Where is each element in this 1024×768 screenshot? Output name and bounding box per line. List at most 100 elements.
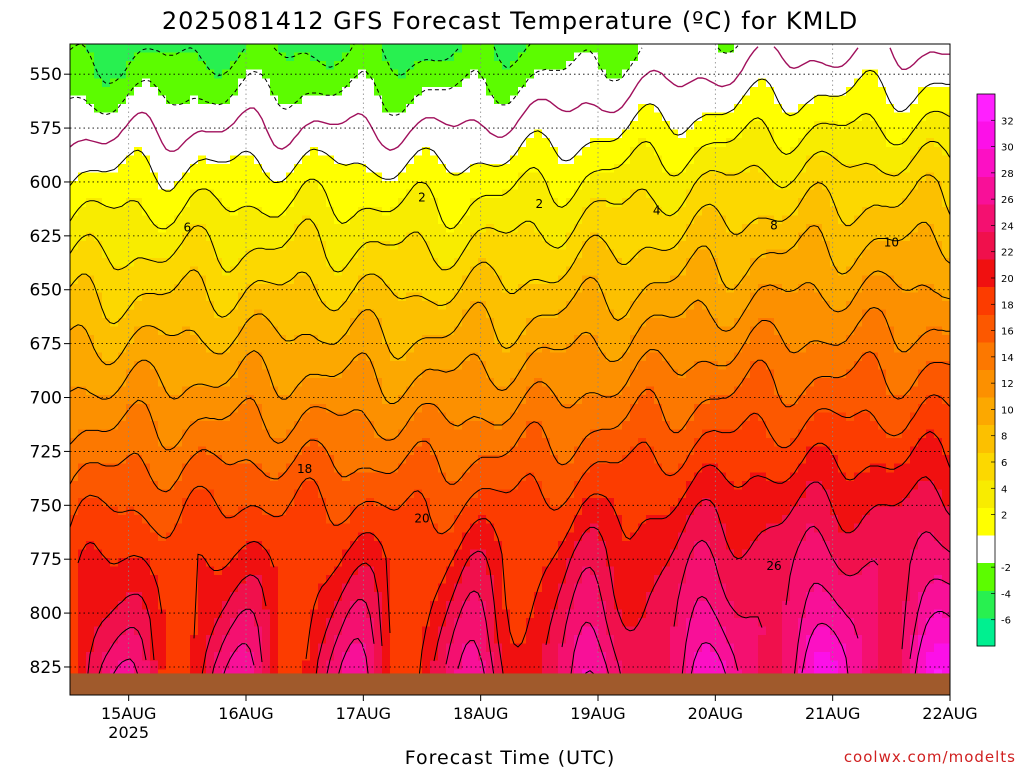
- heat-cell: [110, 206, 119, 216]
- heat-cell: [150, 472, 159, 482]
- heat-cell: [142, 583, 151, 593]
- heat-cell: [430, 429, 439, 439]
- heat-cell: [462, 146, 471, 156]
- heat-cell: [494, 617, 503, 628]
- heat-cell: [542, 266, 551, 276]
- heat-cell: [126, 575, 135, 585]
- heat-cell: [318, 515, 327, 525]
- heat-cell: [382, 241, 391, 251]
- heat-cell: [190, 497, 199, 508]
- heat-cell: [174, 617, 183, 628]
- heat-cell: [526, 566, 535, 576]
- heat-cell: [150, 446, 159, 456]
- heat-cell: [326, 292, 335, 302]
- heat-cell: [518, 198, 527, 208]
- heat-cell: [382, 300, 391, 311]
- heat-cell: [310, 583, 319, 593]
- heat-cell: [438, 489, 447, 499]
- heat-cell: [334, 420, 343, 431]
- heat-cell: [414, 532, 423, 542]
- heat-cell: [502, 309, 511, 319]
- heat-cell: [350, 403, 359, 413]
- heat-cell: [110, 318, 119, 328]
- heat-cell: [510, 643, 519, 653]
- heat-cell: [278, 52, 287, 62]
- heat-cell: [454, 557, 463, 568]
- heat-cell: [190, 386, 199, 396]
- heat-cell: [214, 472, 223, 482]
- heat-cell: [286, 86, 295, 96]
- heat-cell: [174, 463, 183, 473]
- heat-cell: [70, 206, 79, 216]
- heat-cell: [406, 360, 415, 371]
- heat-cell: [486, 660, 495, 670]
- heat-cell: [534, 472, 543, 482]
- heat-cell: [398, 438, 407, 448]
- heat-cell: [462, 515, 471, 525]
- heat-cell: [278, 189, 287, 199]
- heat-cell: [166, 215, 175, 225]
- heat-cell: [222, 129, 231, 139]
- heat-cell: [190, 103, 199, 114]
- heat-cell: [518, 52, 527, 62]
- heat-cell: [294, 275, 303, 285]
- heat-cell: [102, 557, 111, 568]
- heat-cell: [566, 52, 575, 62]
- heat-cell: [326, 206, 335, 216]
- heat-cell: [406, 163, 415, 174]
- heat-cell: [270, 215, 279, 225]
- heat-cell: [542, 575, 551, 585]
- heat-cell: [238, 103, 247, 114]
- heat-cell: [366, 44, 375, 54]
- heat-cell: [222, 497, 231, 508]
- heat-cell: [190, 283, 199, 294]
- heat-cell: [414, 352, 423, 362]
- heat-cell: [102, 86, 111, 96]
- heat-cell: [582, 438, 591, 448]
- heat-cell: [318, 609, 327, 619]
- heat-cell: [318, 600, 327, 610]
- heat-cell: [334, 232, 343, 242]
- heat-cell: [406, 515, 415, 525]
- heat-cell: [166, 557, 175, 568]
- heat-cell: [422, 412, 431, 422]
- heat-cell: [78, 215, 87, 225]
- heat-cell: [222, 583, 231, 593]
- heat-cell: [342, 480, 351, 491]
- heat-cell: [382, 138, 391, 148]
- heat-cell: [518, 44, 527, 54]
- heat-cell: [534, 635, 543, 645]
- heat-cell: [390, 652, 399, 662]
- heat-cell: [214, 198, 223, 208]
- heat-cell: [230, 283, 239, 294]
- heat-cell: [454, 52, 463, 62]
- heat-cell: [198, 61, 207, 71]
- heat-cell: [558, 480, 567, 491]
- heat-cell: [342, 583, 351, 593]
- heat-cell: [94, 378, 103, 388]
- heat-cell: [494, 95, 503, 105]
- heat-cell: [590, 515, 599, 525]
- heat-cell: [246, 258, 255, 268]
- heat-cell: [222, 609, 231, 619]
- heat-cell: [590, 52, 599, 62]
- heat-cell: [494, 352, 503, 362]
- heat-cell: [70, 232, 79, 242]
- heat-cell: [70, 420, 79, 431]
- heat-cell: [118, 275, 127, 285]
- heat-cell: [430, 352, 439, 362]
- heat-cell: [414, 163, 423, 174]
- heat-cell: [550, 318, 559, 328]
- heat-cell: [270, 660, 279, 670]
- heat-cell: [382, 532, 391, 542]
- heat-cell: [358, 352, 367, 362]
- heat-cell: [438, 369, 447, 379]
- heat-cell: [390, 155, 399, 165]
- heat-cell: [142, 369, 151, 379]
- heat-cell: [182, 386, 191, 396]
- heat-cell: [214, 61, 223, 71]
- heat-cell: [366, 292, 375, 302]
- heat-cell: [262, 292, 271, 302]
- heat-cell: [438, 617, 447, 628]
- heat-cell: [270, 609, 279, 619]
